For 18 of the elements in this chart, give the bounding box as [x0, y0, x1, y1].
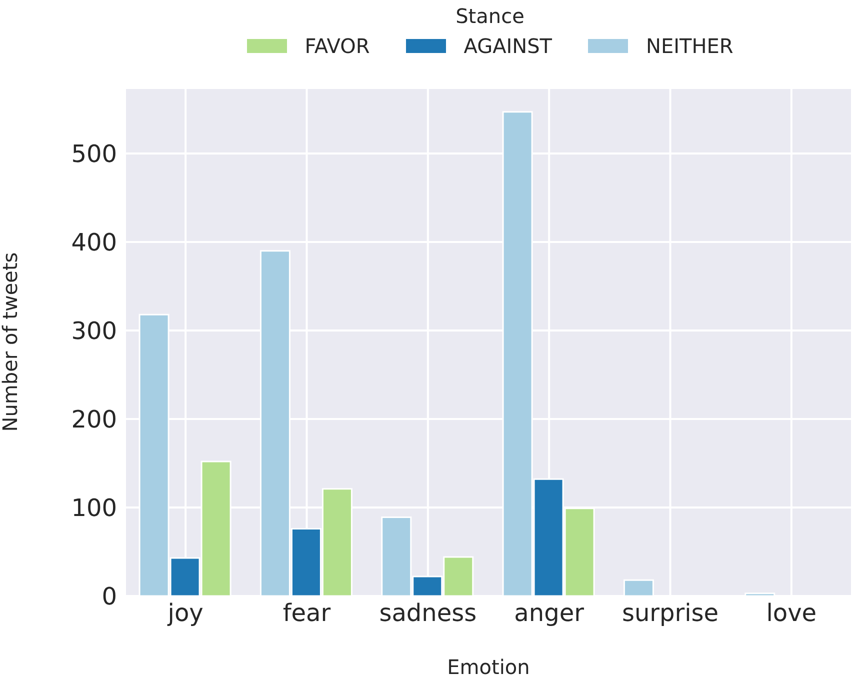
legend-label: AGAINST: [464, 34, 552, 58]
x-tick-label: anger: [514, 599, 584, 628]
legend-title: Stance: [454, 4, 526, 28]
x-tick-label: sadness: [379, 599, 477, 628]
legend-label: NEITHER: [646, 34, 734, 58]
x-tick-label: fear: [282, 599, 331, 628]
legend-label: FAVOR: [304, 34, 370, 58]
y-tick-label: 0: [102, 582, 117, 611]
x-axis-title: Emotion: [447, 655, 530, 679]
x-tick-label: surprise: [622, 599, 719, 628]
x-tick-label: joy: [166, 599, 204, 628]
y-axis-title: Number of tweets: [0, 252, 22, 432]
y-tick-label: 300: [71, 317, 117, 346]
y-tick-label: 500: [71, 140, 117, 168]
x-tick-label: love: [766, 599, 817, 628]
y-tick-label: 400: [71, 228, 117, 257]
y-tick-label: 200: [71, 406, 117, 434]
y-tick-label: 100: [71, 494, 117, 522]
